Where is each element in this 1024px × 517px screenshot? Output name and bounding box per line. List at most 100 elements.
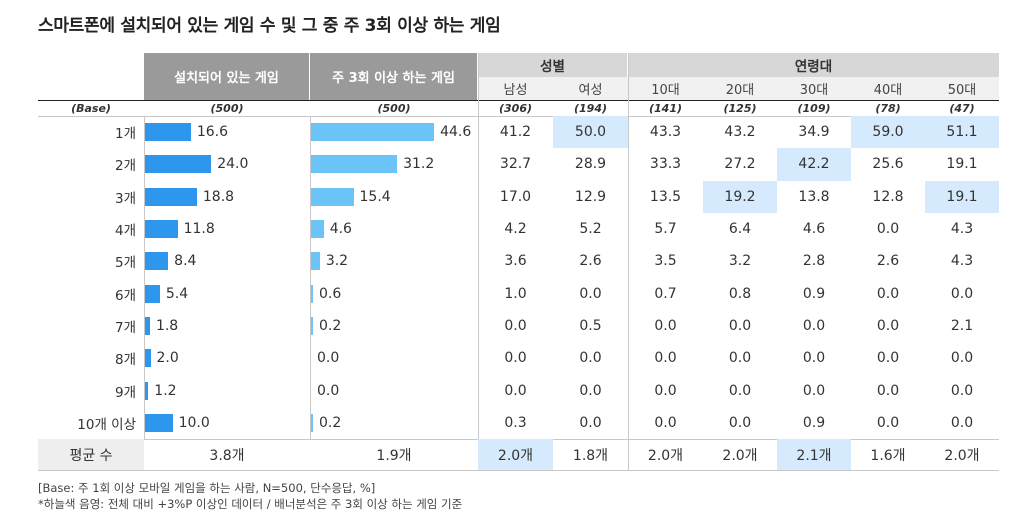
bar-installed bbox=[145, 284, 160, 303]
row-label: 9개 bbox=[114, 384, 136, 401]
header-gender-group: 성별 bbox=[478, 53, 627, 77]
header-age-group: 연령대 bbox=[628, 53, 999, 77]
bar-installed bbox=[145, 187, 197, 206]
bar-weekly-label: 3.2 bbox=[325, 253, 349, 270]
table-cell: 5.7 bbox=[654, 221, 677, 238]
table-cell: 0.7 bbox=[654, 285, 677, 302]
divider-age bbox=[628, 53, 629, 470]
base-value: (141) bbox=[648, 101, 683, 115]
table-cell: 0.0 bbox=[654, 317, 677, 334]
row-label: 3개 bbox=[114, 190, 136, 207]
table-cell: 4.3 bbox=[950, 253, 974, 270]
highlight-cell bbox=[777, 148, 851, 181]
table-cell: 0.0 bbox=[728, 350, 752, 367]
table-cell: 0.0 bbox=[728, 414, 752, 431]
header-bottom-border bbox=[38, 100, 999, 101]
bar-installed bbox=[145, 252, 169, 271]
row-label: 2개 bbox=[114, 158, 136, 175]
table-cell: 0.9 bbox=[802, 285, 826, 302]
table-cell: 0.0 bbox=[876, 382, 900, 399]
divider-axis-installed bbox=[144, 116, 145, 439]
table-cell: 0.0 bbox=[579, 414, 602, 431]
bar-installed bbox=[145, 155, 212, 174]
average-value: 2.1개 bbox=[796, 447, 832, 464]
average-installed: 3.8개 bbox=[209, 447, 245, 464]
table-cell: 2.8 bbox=[802, 253, 826, 270]
row-label: 8개 bbox=[114, 352, 136, 369]
table-cell: 43.3 bbox=[649, 124, 682, 141]
table-cell: 3.6 bbox=[504, 253, 527, 270]
table-cell: 0.0 bbox=[950, 285, 974, 302]
row-label: 4개 bbox=[114, 223, 136, 240]
bar-installed bbox=[145, 413, 173, 432]
bar-installed-label: 18.8 bbox=[202, 188, 235, 205]
table-cell: 59.0 bbox=[872, 124, 904, 141]
average-value: 1.6개 bbox=[870, 447, 906, 464]
bar-installed bbox=[145, 381, 149, 400]
highlight-cell bbox=[553, 116, 628, 149]
bar-weekly bbox=[311, 413, 313, 432]
average-value: 2.0개 bbox=[647, 447, 684, 464]
base-value: (78) bbox=[875, 101, 901, 115]
base-label: (Base) bbox=[71, 101, 111, 115]
table-cell: 0.0 bbox=[579, 285, 602, 302]
bar-weekly bbox=[311, 123, 435, 142]
row-label: 5개 bbox=[114, 255, 136, 272]
subheader-6: 40대 bbox=[851, 77, 925, 100]
table-cell: 0.0 bbox=[654, 414, 677, 431]
table-cell: 0.0 bbox=[950, 382, 974, 399]
bar-installed-label: 5.4 bbox=[165, 285, 189, 302]
page-title: 스마트폰에 설치되어 있는 게임 수 및 그 중 주 3회 이상 하는 게임 bbox=[38, 16, 501, 36]
bar-weekly bbox=[311, 187, 354, 206]
header-weekly: 주 3회 이상 하는 게임 bbox=[310, 53, 477, 100]
table-cell: 0.0 bbox=[876, 317, 900, 334]
bar-weekly bbox=[311, 155, 398, 174]
base-bottom-border bbox=[38, 116, 999, 117]
average-label: 평균 수 bbox=[69, 447, 113, 464]
bar-weekly-label: 0.6 bbox=[319, 285, 342, 302]
table-cell: 19.1 bbox=[946, 156, 978, 173]
table-cell: 4.3 bbox=[950, 221, 974, 238]
table-cell: 0.0 bbox=[728, 382, 752, 399]
bar-installed bbox=[145, 220, 178, 239]
base-value: (306) bbox=[498, 101, 533, 115]
bar-weekly-label: 4.6 bbox=[329, 221, 352, 238]
table-cell: 0.0 bbox=[876, 285, 900, 302]
subheader-5: 30대 bbox=[777, 77, 851, 100]
table-cell: 51.1 bbox=[946, 124, 978, 141]
subheader-3: 10대 bbox=[628, 77, 703, 100]
table-cell: 0.0 bbox=[876, 414, 900, 431]
table-cell: 0.0 bbox=[579, 382, 602, 399]
bar-installed-label: 8.4 bbox=[174, 253, 197, 270]
table-cell: 2.1 bbox=[950, 317, 974, 334]
table-cell: 28.9 bbox=[574, 156, 607, 173]
table-cell: 4.2 bbox=[504, 221, 527, 238]
average-value: 2.0개 bbox=[944, 447, 980, 464]
bar-weekly bbox=[311, 220, 324, 239]
subheader-4: 20대 bbox=[703, 77, 777, 100]
table-cell: 27.2 bbox=[724, 156, 756, 173]
table-cell: 0.0 bbox=[504, 350, 527, 367]
bar-weekly-label: 0.0 bbox=[317, 382, 340, 399]
base-value: (125) bbox=[723, 101, 757, 115]
bar-weekly-label: 0.2 bbox=[319, 414, 342, 431]
base-value: (500) bbox=[210, 101, 244, 115]
average-bottom-border bbox=[38, 470, 999, 471]
highlight-cell bbox=[777, 439, 851, 470]
bar-weekly-label: 44.6 bbox=[440, 124, 472, 141]
table-cell: 42.2 bbox=[798, 156, 830, 173]
divider-axis-weekly bbox=[310, 116, 311, 439]
table-cell: 2.6 bbox=[876, 253, 900, 270]
row-label: 7개 bbox=[114, 319, 136, 336]
table-cell: 33.3 bbox=[649, 156, 682, 173]
bar-installed bbox=[145, 349, 151, 368]
table-cell: 0.0 bbox=[802, 382, 826, 399]
table-cell: 5.2 bbox=[579, 221, 602, 238]
row-label: 6개 bbox=[114, 287, 136, 304]
divider-table bbox=[478, 53, 479, 470]
average-value: 2.0개 bbox=[497, 447, 534, 464]
table-cell: 0.3 bbox=[504, 414, 527, 431]
table-cell: 13.8 bbox=[798, 188, 830, 205]
table-cell: 13.5 bbox=[649, 188, 682, 205]
footnote-highlight: *하늘색 음영: 전체 대비 +3%P 이상인 데이터 / 배너분석은 주 3회… bbox=[38, 497, 463, 511]
